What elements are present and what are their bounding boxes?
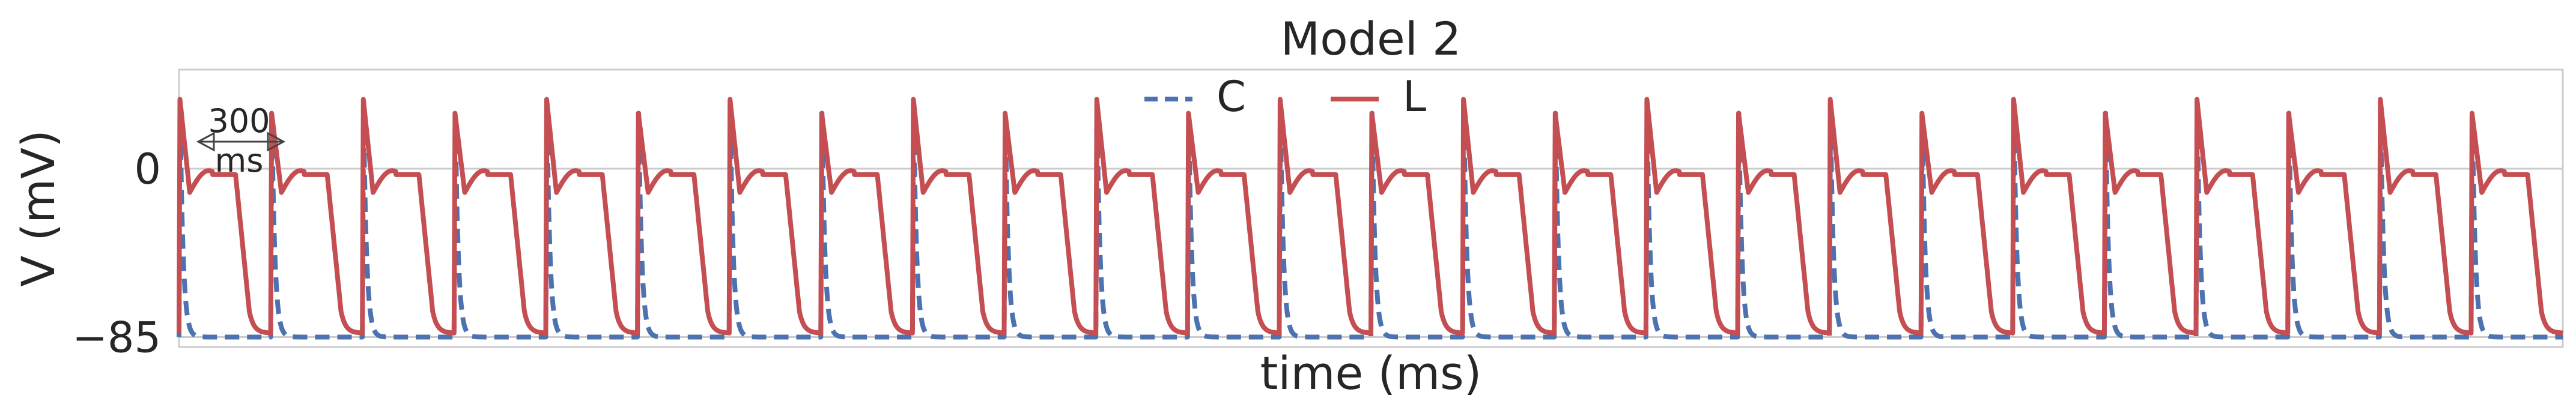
scale-bar: 300 ms bbox=[196, 102, 286, 179]
y-tick-label: 0 bbox=[134, 145, 161, 194]
scale-bar-arrow-right bbox=[267, 131, 286, 152]
scale-bar-label-top: 300 bbox=[208, 102, 270, 140]
series-l-line bbox=[177, 97, 2565, 336]
series-c-line bbox=[177, 107, 2565, 340]
chart-title: Model 2 bbox=[1281, 12, 1462, 65]
y-tick-label: −85 bbox=[72, 313, 161, 363]
legend: C L bbox=[1144, 72, 1426, 121]
x-axis-label: time (ms) bbox=[1260, 346, 1482, 400]
scale-bar-arrow-left bbox=[196, 131, 215, 152]
series-layer bbox=[177, 97, 2565, 340]
y-tick-labels: 0 −85 bbox=[72, 145, 161, 363]
y-axis-label: V (mV) bbox=[11, 130, 65, 286]
legend-label-l: L bbox=[1403, 72, 1426, 121]
legend-label-c: C bbox=[1217, 72, 1246, 121]
scale-bar-label-bottom: ms bbox=[215, 142, 264, 179]
